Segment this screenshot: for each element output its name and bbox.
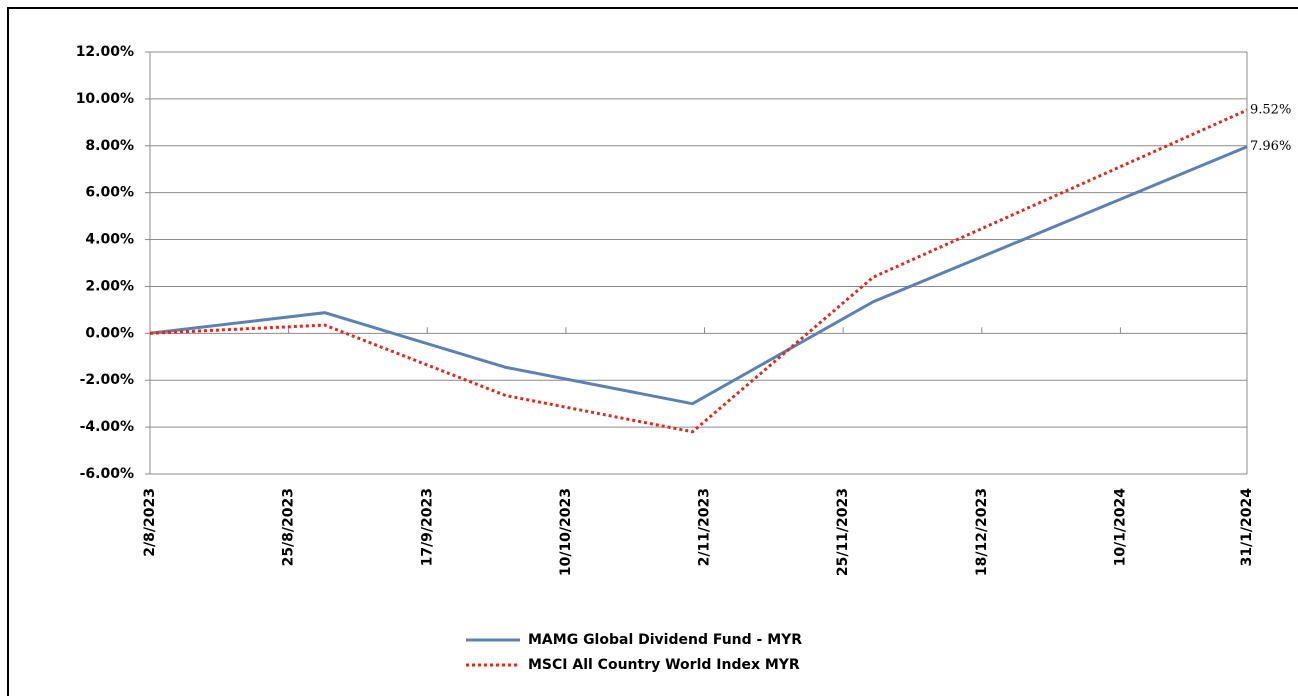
y-tick-label: -4.00% (80, 419, 134, 435)
y-tick-label: -2.00% (80, 372, 134, 388)
value-label: 9.52% (1250, 103, 1291, 118)
y-tick-label: 6.00% (85, 185, 134, 201)
y-tick-label: 2.00% (85, 278, 134, 294)
y-tick-label: -6.00% (80, 466, 134, 482)
x-tick-label: 10/1/2024 (1112, 488, 1128, 567)
y-tick-label: 10.00% (76, 91, 134, 107)
x-tick-label: 2/11/2023 (697, 488, 713, 566)
chart-border (7, 7, 1298, 696)
x-tick-label: 31/1/2024 (1239, 488, 1255, 567)
x-tick-label: 2/8/2023 (142, 488, 158, 557)
x-tick-label: 18/12/2023 (974, 488, 990, 576)
x-tick-label: 10/10/2023 (558, 488, 574, 576)
y-tick-label: 4.00% (85, 232, 134, 248)
legend-label: MAMG Global Dividend Fund - MYR (528, 632, 802, 648)
series-line (149, 145, 1248, 406)
x-tick-label: 25/11/2023 (835, 488, 851, 576)
y-tick-label: 12.00% (76, 44, 134, 60)
x-tick-label: 17/9/2023 (419, 488, 435, 566)
legend-label: MSCI All Country World Index MYR (528, 657, 800, 673)
y-tick-label: 0.00% (85, 325, 134, 341)
y-tick-label: 8.00% (85, 138, 134, 154)
series-line (149, 108, 1248, 434)
value-label: 7.96% (1250, 139, 1291, 154)
x-tick-label: 25/8/2023 (281, 488, 297, 566)
